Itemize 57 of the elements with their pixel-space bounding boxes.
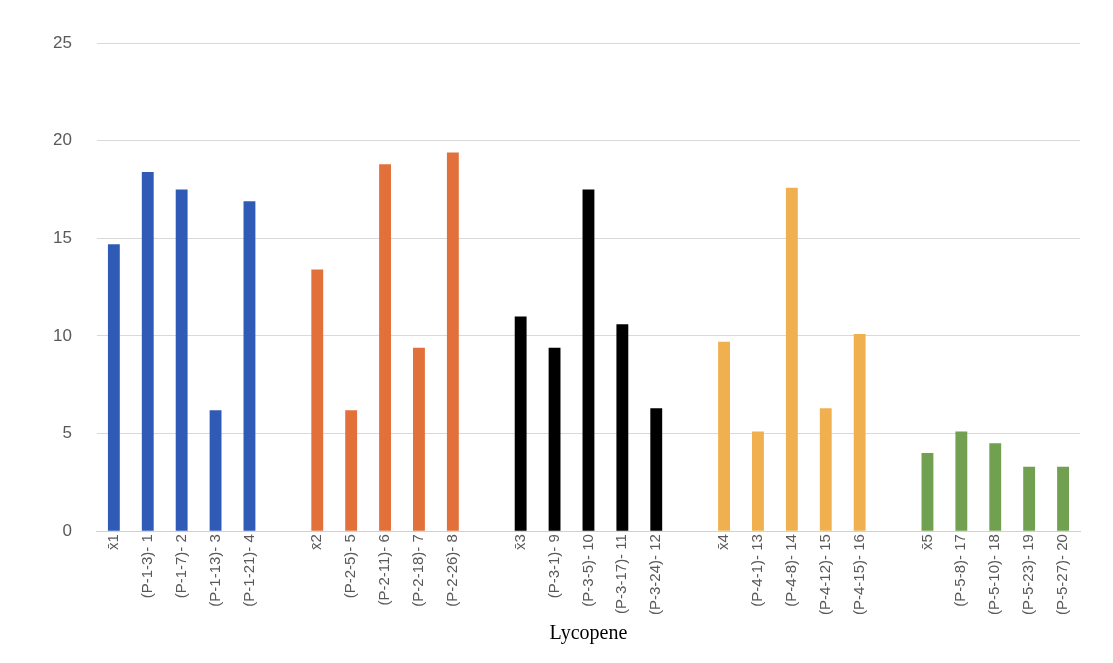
bar: [616, 324, 629, 531]
x-tick-label: (P-2-11)- 6: [375, 534, 393, 606]
bar: [650, 408, 663, 531]
y-tick-label: 15: [52, 228, 72, 248]
y-tick-label: 20: [52, 130, 72, 150]
x-tick-label: (P-4-15)- 16: [849, 534, 867, 615]
x-tick-label: (P-5-27)- 20: [1053, 534, 1071, 615]
x-tick-label: x̄4: [714, 534, 732, 550]
bar: [921, 453, 934, 531]
bar: [1023, 466, 1036, 531]
bar: [141, 172, 154, 531]
y-tick-label: 10: [52, 325, 72, 345]
bar: [209, 410, 222, 531]
y-tick-label: 25: [52, 32, 72, 52]
x-tick-label: (P-3-24)- 12: [646, 534, 664, 615]
x-tick-label: (P-2-5)- 5: [341, 534, 359, 599]
bar: [345, 410, 358, 531]
bar: [446, 152, 459, 531]
x-tick-label: (P-2-26)- 8: [443, 534, 460, 607]
x-tick-label: x̄2: [307, 534, 325, 550]
x-tick-label: (P-2-18)- 7: [409, 534, 427, 607]
bar: [785, 187, 798, 531]
x-tick-label: (P-1-3)- 1: [137, 534, 155, 599]
x-tick-label: (P-5-23)- 19: [1019, 534, 1037, 615]
x-axis-title: Lycopene: [549, 621, 628, 645]
x-tick-label: (P-5-10)- 18: [985, 534, 1003, 615]
bar: [413, 347, 425, 531]
bar: [311, 269, 324, 531]
y-tick-label: 0: [62, 520, 72, 540]
bar: [819, 408, 832, 531]
bar: [175, 189, 188, 531]
bar: [989, 443, 1002, 531]
bar: [718, 341, 730, 531]
bar: [243, 201, 256, 531]
bar: [752, 431, 764, 531]
x-tick-label: (P-4-12)- 15: [815, 534, 833, 615]
bar: [582, 189, 595, 531]
x-tick-label: x̄5: [917, 534, 935, 550]
y-tick-label: 5: [62, 423, 72, 443]
bar: [955, 431, 968, 531]
x-tick-label: (P-3-1)- 9: [544, 534, 562, 599]
x-tick-label: (P-1-13)- 3: [205, 534, 223, 607]
x-tick-label: (P-3-17)- 11: [612, 534, 630, 614]
x-tick-label: (P-4-8)- 14: [781, 534, 799, 607]
bar: [379, 164, 391, 531]
x-tick-label: (P-4-1)- 13: [748, 534, 766, 607]
x-tick-label: (P-3-5)- 10: [578, 534, 596, 607]
bar: [1057, 466, 1069, 531]
x-tick-label: x̄1: [104, 534, 121, 550]
bar: [107, 244, 120, 531]
x-tick-label: (P-5-8)- 17: [951, 534, 969, 607]
bar: [514, 316, 527, 531]
bar: [548, 347, 561, 531]
bar: [853, 334, 866, 531]
x-tick-label: (P-1-7)- 2: [171, 534, 189, 599]
x-tick-label: x̄3: [510, 534, 528, 550]
x-tick-label: (P-1-21)- 4: [239, 534, 257, 607]
